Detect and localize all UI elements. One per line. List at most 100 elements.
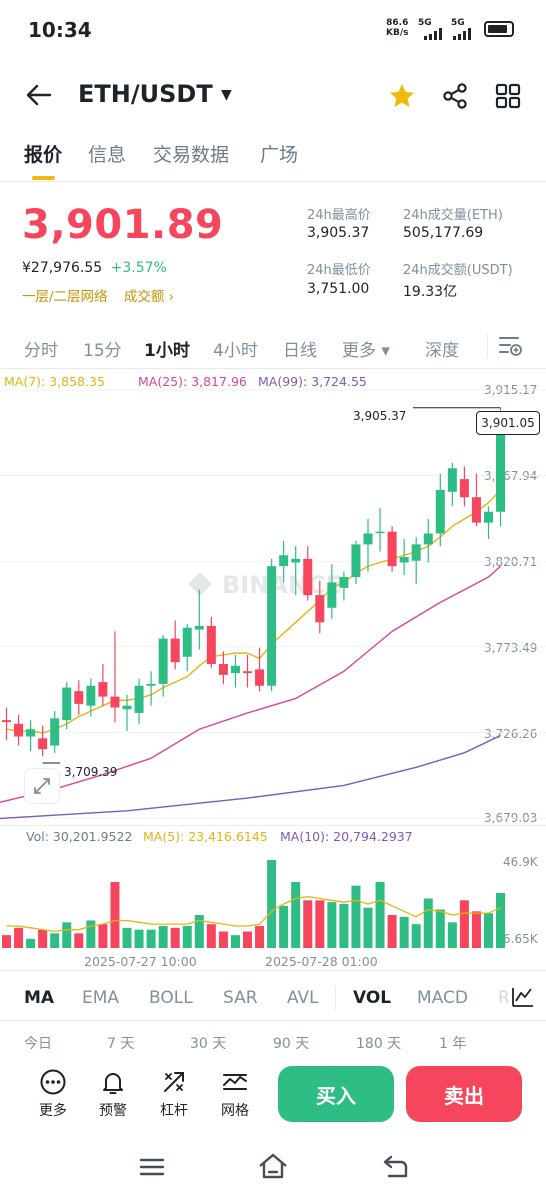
interval-15m[interactable]: 15分 <box>83 341 122 361</box>
candle <box>471 497 481 523</box>
grid-menu-icon[interactable] <box>495 83 521 109</box>
tab-info[interactable]: 信息 <box>88 144 127 166</box>
vol-axis-max: 46.9K <box>503 855 538 869</box>
share-icon[interactable] <box>441 82 469 110</box>
price-change: +3.57% <box>110 260 167 276</box>
candle <box>496 415 506 512</box>
range-180d[interactable]: 180 天 <box>356 1036 402 1052</box>
watermark-text: BINANCE <box>222 571 342 599</box>
volume-bar <box>230 935 240 948</box>
volume-bar <box>194 914 204 948</box>
volume-bar <box>170 927 180 948</box>
time-axis-label: 2025-07-28 01:00 <box>265 954 378 969</box>
interval-more[interactable]: 更多 ▾ <box>342 341 390 361</box>
grid-trading-button[interactable]: 网格 <box>207 1068 263 1120</box>
range-90d[interactable]: 90 天 <box>273 1036 310 1052</box>
high-label: 24h最高价 <box>307 208 371 223</box>
signal-icon: 5G <box>418 18 442 40</box>
volume-bar <box>435 909 445 948</box>
candle <box>158 638 168 684</box>
more-label: 更多 <box>39 1103 67 1119</box>
back-arrow-icon[interactable] <box>24 83 52 107</box>
indicator-ma[interactable]: MA <box>24 988 55 1008</box>
more-icon <box>40 1069 66 1095</box>
tab-quote[interactable]: 报价 <box>24 144 63 166</box>
vol-usdt-value: 19.33亿 <box>403 284 458 300</box>
vol-usdt-label: 24h成交额(USDT) <box>403 263 513 278</box>
range-7d[interactable]: 7 天 <box>107 1036 135 1052</box>
vol-label: Vol: 30,201.9522 <box>26 829 133 844</box>
recent-apps-icon[interactable] <box>139 1156 165 1178</box>
indicator-avl[interactable]: AVL <box>287 988 319 1008</box>
pair-selector[interactable]: ETH/USDT ▼ <box>78 80 232 108</box>
divider <box>0 825 546 826</box>
candle <box>38 738 48 750</box>
candle <box>122 705 132 710</box>
tab-square[interactable]: 广场 <box>260 144 299 166</box>
volume-bar <box>423 898 433 948</box>
vol-axis-min: 6.65K <box>503 932 538 946</box>
indicator-sar[interactable]: SAR <box>223 988 258 1008</box>
volume-bar <box>2 935 11 948</box>
indicator-boll[interactable]: BOLL <box>149 988 193 1008</box>
interval-4h[interactable]: 4小时 <box>213 341 258 361</box>
divider <box>0 1020 546 1021</box>
expand-icon <box>34 778 50 794</box>
vol-ma5-line <box>6 895 501 933</box>
indicator-settings-icon[interactable] <box>510 984 536 1010</box>
pair-title: ETH/USDT <box>78 80 213 108</box>
candle <box>170 638 180 663</box>
candle <box>375 531 385 534</box>
depth-tab[interactable]: 深度 <box>425 341 459 361</box>
vol-eth-label: 24h成交量(ETH) <box>403 208 503 223</box>
interval-line[interactable]: 分时 <box>24 341 58 361</box>
candle <box>134 685 144 713</box>
network-link[interactable]: 一层/二层网络 <box>22 289 108 305</box>
volume-bar <box>38 929 48 948</box>
leverage-button[interactable]: 杠杆 <box>146 1068 202 1120</box>
vol-ma5-label: MA(5): 23,416.6145 <box>143 829 268 844</box>
grid-trading-label: 网格 <box>221 1103 249 1119</box>
turnover-link[interactable]: 成交额 › <box>123 289 175 305</box>
back-nav-icon[interactable] <box>382 1154 410 1180</box>
candle <box>146 683 156 686</box>
candle <box>194 625 204 630</box>
volume-bar <box>74 933 84 948</box>
ma25-line <box>0 565 502 803</box>
sell-button[interactable]: 卖出 <box>406 1066 522 1122</box>
indicator-vol[interactable]: VOL <box>353 988 392 1008</box>
more-button[interactable]: 更多 <box>25 1068 81 1120</box>
candle <box>218 663 228 675</box>
volume-chart[interactable] <box>0 846 546 950</box>
volume-bar <box>471 911 481 948</box>
interval-1d[interactable]: 日线 <box>283 341 317 361</box>
indicator-ema[interactable]: EMA <box>82 988 120 1008</box>
leverage-label: 杠杆 <box>160 1103 188 1119</box>
candlestick-chart[interactable]: BINANCE <box>0 388 546 824</box>
range-30d[interactable]: 30 天 <box>190 1036 227 1052</box>
range-1y[interactable]: 1 年 <box>439 1036 467 1052</box>
caret-down-icon: ▼ <box>221 87 232 103</box>
battery-icon <box>484 21 514 37</box>
fullscreen-button[interactable] <box>24 768 60 804</box>
grid-trading-icon <box>223 1074 247 1090</box>
tab-trading-data[interactable]: 交易数据 <box>153 144 230 166</box>
volume-bar <box>459 900 469 948</box>
signal-icon: 5G <box>451 18 471 40</box>
buy-button[interactable]: 买入 <box>278 1066 394 1122</box>
star-icon[interactable] <box>388 82 416 110</box>
home-icon[interactable] <box>257 1152 289 1180</box>
divider <box>335 986 336 1010</box>
indicator-macd[interactable]: MACD <box>417 988 468 1008</box>
volume-bar <box>375 881 385 948</box>
indicator-rsi[interactable]: R <box>498 988 510 1008</box>
alert-button[interactable]: 预警 <box>85 1068 141 1120</box>
volume-bar <box>411 924 421 948</box>
interval-1h[interactable]: 1小时 <box>144 341 190 361</box>
alert-label: 预警 <box>99 1103 127 1119</box>
range-today[interactable]: 今日 <box>24 1036 52 1052</box>
price-axis-label: 3,820.71 <box>484 555 538 569</box>
chart-settings-icon[interactable] <box>498 334 524 358</box>
volume-bar <box>327 902 337 948</box>
time-axis-label: 2025-07-27 10:00 <box>84 954 197 969</box>
